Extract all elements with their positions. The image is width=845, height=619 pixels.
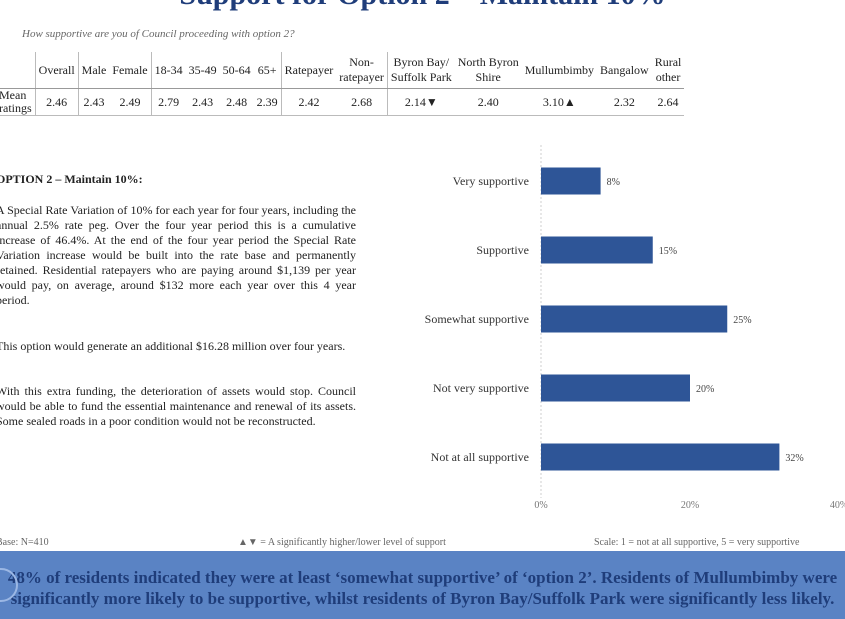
col-header: Bangalow: [597, 52, 652, 89]
col-header: 65+: [253, 52, 282, 89]
col-header: Byron Bay/ Suffolk Park: [386, 52, 455, 89]
cell-value: 2.49: [109, 88, 152, 116]
col-header: 50-64: [219, 52, 254, 89]
col-header: Non- ratepayer: [336, 52, 388, 89]
category-label: Somewhat supportive: [425, 312, 529, 326]
table-row: Mean ratings 2.46 2.43 2.49 2.79 2.43 2.…: [0, 88, 685, 116]
option-paragraph: This option would generate an additional…: [0, 339, 346, 353]
cell-value: 2.68: [336, 88, 388, 116]
cell-value: 2.43: [185, 88, 220, 116]
cell-value: 2.32: [597, 88, 652, 116]
col-header: 18-34: [150, 52, 186, 89]
base-note: Base: N=410: [0, 537, 49, 548]
cell-value: 2.39: [253, 88, 282, 116]
scale-note: Scale: 1 = not at all supportive, 5 = ve…: [594, 537, 800, 548]
data-label: 32%: [785, 453, 803, 464]
cell-value: 3.10▲: [521, 88, 598, 116]
data-label: 15%: [659, 246, 677, 257]
table-header-row: Overall Male Female 18-34 35-49 50-64 65…: [0, 52, 685, 89]
category-label: Not very supportive: [433, 381, 529, 395]
mean-ratings-table: Overall Male Female 18-34 35-49 50-64 65…: [0, 52, 685, 116]
col-header: Rural other: [651, 52, 685, 89]
col-header: 35-49: [185, 52, 220, 89]
cell-value: 2.40: [454, 88, 522, 116]
category-label: Not at all supportive: [431, 450, 529, 464]
category-label: Very supportive: [453, 174, 529, 188]
col-header: Male: [77, 52, 110, 89]
x-tick-label: 20%: [681, 500, 699, 511]
data-label: 8%: [607, 177, 620, 188]
bar: [541, 443, 780, 471]
row-label: Mean ratings: [0, 88, 36, 116]
cell-value: 2.14▼: [386, 88, 455, 116]
x-tick-label: 40%: [830, 500, 845, 511]
col-header: Ratepayer: [280, 52, 337, 89]
support-bar-chart: Very supportive 8% Supportive 15% Somewhat s…: [425, 145, 845, 511]
cell-value: 2.79: [150, 88, 186, 116]
survey-question: How supportive are you of Council procee…: [22, 28, 295, 40]
bar: [541, 167, 601, 195]
x-tick-label: 0%: [534, 500, 547, 511]
table-corner: [0, 52, 36, 89]
bar: [541, 236, 653, 264]
option-paragraph: With this extra funding, the deteriorati…: [0, 384, 356, 428]
col-header: Overall: [34, 52, 79, 89]
significance-note: ▲▼ = A significantly higher/lower level …: [238, 537, 446, 548]
cell-value: 2.42: [280, 88, 337, 116]
summary-banner: 48% of residents indicated they were at …: [0, 551, 845, 619]
data-label: 25%: [733, 315, 751, 326]
col-header: North Byron Shire: [454, 52, 522, 89]
page-title: Support for Option 2 – Maintain 10%: [0, 0, 845, 12]
cell-value: 2.48: [219, 88, 254, 116]
cell-value: 2.64: [651, 88, 685, 116]
col-header: Mullumbimby: [521, 52, 598, 89]
col-header: Female: [109, 52, 152, 89]
data-label: 20%: [696, 384, 714, 395]
option-paragraph: A Special Rate Variation of 10% for each…: [0, 203, 356, 307]
option-title: OPTION 2 – Maintain 10%:: [0, 172, 143, 186]
category-label: Supportive: [476, 243, 529, 257]
cell-value: 2.46: [34, 88, 79, 116]
bar: [541, 374, 690, 402]
cell-value: 2.43: [77, 88, 110, 116]
summary-text: 48% of residents indicated they were at …: [7, 568, 838, 608]
bar: [541, 305, 728, 333]
